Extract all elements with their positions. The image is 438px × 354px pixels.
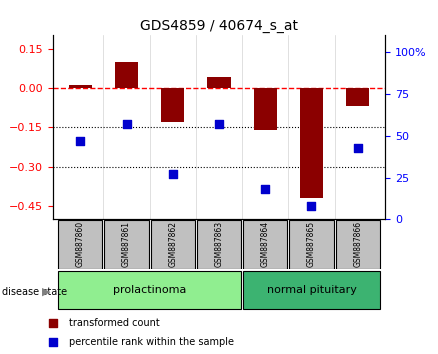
Text: ▶: ▶	[42, 287, 50, 297]
Text: disease state: disease state	[2, 287, 67, 297]
Point	[77, 138, 84, 144]
FancyBboxPatch shape	[243, 271, 380, 309]
Bar	[69, 85, 92, 88]
FancyBboxPatch shape	[336, 220, 380, 269]
Bar	[300, 88, 323, 199]
Bar	[161, 88, 184, 122]
Text: percentile rank within the sample: percentile rank within the sample	[69, 337, 234, 347]
Text: GSM887866: GSM887866	[353, 221, 362, 267]
Point	[50, 321, 57, 326]
Title: GDS4859 / 40674_s_at: GDS4859 / 40674_s_at	[140, 19, 298, 33]
Point	[50, 339, 57, 345]
Text: prolactinoma: prolactinoma	[113, 285, 186, 295]
Bar	[208, 78, 230, 88]
FancyBboxPatch shape	[151, 220, 195, 269]
Bar	[115, 62, 138, 88]
Bar	[346, 88, 369, 107]
Bar	[254, 88, 277, 130]
Text: GSM887861: GSM887861	[122, 221, 131, 267]
Point	[262, 187, 269, 192]
FancyBboxPatch shape	[58, 220, 102, 269]
Text: GSM887864: GSM887864	[261, 221, 270, 267]
Text: transformed count: transformed count	[69, 318, 160, 329]
FancyBboxPatch shape	[289, 220, 334, 269]
Text: normal pituitary: normal pituitary	[267, 285, 357, 295]
FancyBboxPatch shape	[58, 271, 241, 309]
Text: GSM887862: GSM887862	[168, 221, 177, 267]
Text: GSM887865: GSM887865	[307, 221, 316, 267]
Point	[215, 121, 223, 127]
Point	[123, 121, 130, 127]
Point	[169, 171, 176, 177]
Point	[308, 203, 315, 209]
Point	[354, 145, 361, 150]
Text: GSM887863: GSM887863	[215, 221, 223, 267]
FancyBboxPatch shape	[243, 220, 287, 269]
FancyBboxPatch shape	[104, 220, 149, 269]
FancyBboxPatch shape	[197, 220, 241, 269]
Text: GSM887860: GSM887860	[76, 221, 85, 267]
